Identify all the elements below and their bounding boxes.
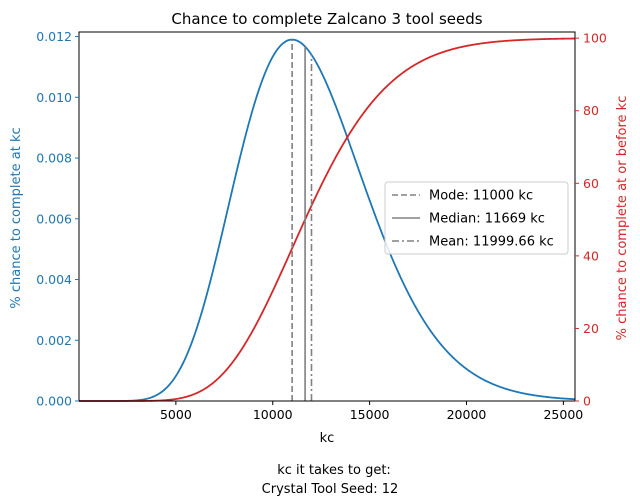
y-axis-right-label: % chance to complete at or before kc <box>615 96 630 341</box>
legend-label-median: Median: 11669 kc <box>429 212 545 227</box>
y-left-tick-label: 0.002 <box>36 333 72 348</box>
vline-layer <box>291 39 313 401</box>
y-right-tick-label: 60 <box>583 176 599 191</box>
legend-label-mode: Mode: 11000 kc <box>429 189 533 204</box>
chart-title: Chance to complete Zalcano 3 tool seeds <box>171 10 482 28</box>
left-axis-ticks: 0.000 0.002 0.004 0.006 0.008 0.010 0.012 <box>36 29 79 409</box>
y-right-tick-label: 20 <box>583 321 599 336</box>
y-right-tick-label: 100 <box>583 31 607 46</box>
series-layer <box>79 37 576 402</box>
right-axis-ticks: 0 20 40 60 80 100 <box>575 31 607 409</box>
y-left-tick-label: 0.004 <box>36 272 72 287</box>
x-tick-label: 5000 <box>160 407 192 422</box>
series-line-pmf <box>79 38 576 402</box>
footer-line-1: kc it takes to get: <box>277 463 391 478</box>
y-left-tick-label: 0.010 <box>36 90 72 105</box>
x-axis-label: kc <box>320 431 335 446</box>
y-left-tick-label: 0.008 <box>36 151 72 166</box>
legend: Mode: 11000 kc Median: 11669 kc Mean: 1199… <box>384 181 569 255</box>
series-line-cdf <box>79 37 576 402</box>
x-tick-label: 15000 <box>350 407 390 422</box>
plot-frame <box>78 31 576 402</box>
x-tick-label: 20000 <box>447 407 487 422</box>
x-tick-label: 25000 <box>543 407 583 422</box>
axes-layer <box>78 31 576 402</box>
y-right-tick-label: 0 <box>583 394 591 409</box>
legend-label-mean: Mean: 11999.66 kc <box>429 235 554 250</box>
legend-box <box>384 181 569 255</box>
y-left-tick-label: 0.006 <box>36 211 72 226</box>
y-left-tick-label: 0.000 <box>36 394 72 409</box>
x-tick-label: 10000 <box>253 407 293 422</box>
y-left-tick-label: 0.012 <box>36 29 72 44</box>
y-right-tick-label: 40 <box>583 248 599 263</box>
x-axis-ticks: 5000 10000 15000 20000 25000 <box>160 401 583 422</box>
y-right-tick-label: 80 <box>583 103 599 118</box>
y-axis-left-label: % chance to complete at kc <box>9 127 24 308</box>
footer-line-2: Crystal Tool Seed: 12 <box>262 482 399 497</box>
